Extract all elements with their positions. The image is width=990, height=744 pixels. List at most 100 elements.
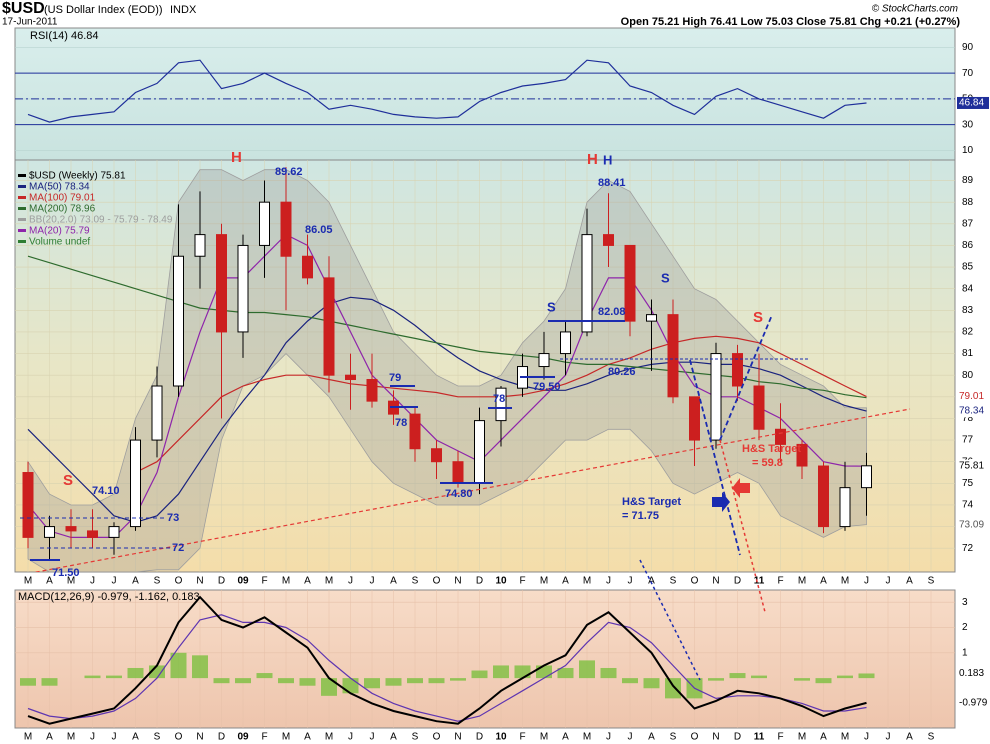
x-tick-label: 11 bbox=[754, 732, 765, 743]
value-tag-box bbox=[957, 696, 989, 709]
legend-entry: BB(20,2.0) 73.09 - 75.79 - 78.49 bbox=[29, 215, 173, 226]
x-tick-label: A bbox=[906, 576, 913, 587]
candle-body bbox=[753, 385, 765, 430]
moving-average bbox=[27, 296, 867, 523]
moving-average bbox=[27, 233, 867, 538]
x-tick-label: J bbox=[886, 732, 891, 743]
candle-body bbox=[194, 234, 206, 257]
x-tick-label: M bbox=[798, 576, 806, 587]
x-tick-label: M bbox=[24, 576, 32, 587]
histogram-bar bbox=[428, 678, 445, 684]
x-tick-label: N bbox=[196, 732, 203, 743]
candle-body bbox=[108, 526, 120, 538]
target-label: H&S Target bbox=[742, 443, 801, 455]
y-tick-label: 72 bbox=[962, 543, 974, 554]
value-tag-box bbox=[957, 96, 989, 109]
candle-body bbox=[603, 234, 614, 246]
x-tick-label: M bbox=[540, 576, 548, 587]
candle-body bbox=[87, 530, 98, 538]
x-tick-label: M bbox=[798, 732, 806, 743]
x-tick-label: J bbox=[886, 576, 891, 587]
x-tick-label: D bbox=[734, 576, 741, 587]
pattern-label: H bbox=[231, 149, 242, 166]
candle-body bbox=[345, 374, 356, 381]
x-tick-label: M bbox=[540, 732, 548, 743]
pattern-label: H bbox=[603, 152, 612, 167]
y-tick-label: 10 bbox=[962, 145, 974, 156]
y-tick-label: 80 bbox=[962, 370, 974, 381]
legend-entry: MA(50) 78.34 bbox=[29, 182, 90, 193]
x-tick-label: A bbox=[46, 732, 53, 743]
y-tick-label: 90 bbox=[962, 42, 974, 53]
moving-average bbox=[27, 255, 867, 399]
x-tick-label: F bbox=[519, 576, 525, 587]
legend-swatch bbox=[18, 185, 26, 188]
candle-body bbox=[216, 234, 227, 333]
rsi-panel bbox=[14, 27, 956, 161]
x-tick-label: S bbox=[154, 732, 161, 743]
histogram-bar bbox=[235, 678, 251, 684]
histogram-bar bbox=[256, 673, 273, 679]
candle-body bbox=[689, 396, 700, 441]
annotations: H H H S S S S 89.62 86.05 88.41 82.08 80… bbox=[52, 149, 801, 579]
x-tick-label: J bbox=[864, 732, 869, 743]
x-tick-label: F bbox=[777, 732, 783, 743]
candle-body bbox=[818, 465, 829, 528]
candle-body bbox=[302, 255, 313, 279]
macd-trendline bbox=[639, 559, 701, 681]
candle-body bbox=[237, 244, 249, 333]
x-tick-label: A bbox=[562, 732, 569, 743]
histogram-bar bbox=[837, 675, 853, 679]
x-tick-label: F bbox=[777, 576, 783, 587]
signal-line bbox=[27, 614, 867, 722]
x-tick-label: M bbox=[325, 732, 333, 743]
x-tick-label: J bbox=[90, 576, 95, 587]
x-tick-label: O bbox=[433, 576, 441, 587]
price-label: 88.41 bbox=[598, 177, 626, 189]
x-tick-label: S bbox=[412, 732, 419, 743]
candle-body bbox=[624, 244, 636, 322]
histogram-bar bbox=[170, 652, 187, 679]
histogram-bar bbox=[41, 678, 58, 686]
x-tick-label: J bbox=[606, 576, 611, 587]
candle-body bbox=[409, 413, 421, 450]
candle-body bbox=[495, 387, 507, 422]
candle-body bbox=[646, 314, 657, 322]
price-label: 82.08 bbox=[598, 306, 626, 318]
exchange: INDX bbox=[170, 4, 197, 16]
x-tick-label: A bbox=[46, 576, 53, 587]
histogram-bar bbox=[579, 660, 595, 679]
x-tick-label: S bbox=[154, 576, 161, 587]
histogram-bar bbox=[643, 678, 660, 689]
price-label: 80.26 bbox=[608, 366, 636, 378]
x-tick-label: J bbox=[90, 732, 95, 743]
x-tick-label: A bbox=[304, 732, 311, 743]
value-tag: 78.34 bbox=[959, 406, 984, 417]
candle-body bbox=[366, 379, 378, 402]
x-tick-label: 09 bbox=[237, 732, 249, 743]
y-tick-label: 30 bbox=[962, 119, 974, 130]
value-tag: 0.183 bbox=[959, 668, 984, 679]
price-label: 78 bbox=[395, 417, 407, 429]
symbol: $USD bbox=[2, 0, 45, 17]
x-tick-label: M bbox=[24, 732, 32, 743]
x-tick-label: A bbox=[820, 576, 827, 587]
x-tick-label: A bbox=[390, 576, 397, 587]
x-tick-label: A bbox=[132, 576, 139, 587]
histogram-bar bbox=[858, 673, 875, 679]
candle-body bbox=[151, 385, 163, 441]
x-tick-label: D bbox=[476, 732, 483, 743]
histogram-bar bbox=[708, 678, 724, 681]
target-label: = 59.8 bbox=[752, 457, 783, 469]
price-label: 79 bbox=[389, 372, 401, 384]
x-tick-label: J bbox=[606, 732, 611, 743]
x-tick-label: O bbox=[175, 576, 183, 587]
x-tick-label: M bbox=[67, 732, 75, 743]
x-tick-label: F bbox=[261, 732, 267, 743]
price-label: 73 bbox=[167, 512, 179, 524]
candle-body bbox=[538, 353, 550, 368]
x-tick-label: D bbox=[476, 576, 483, 587]
x-tick-label: J bbox=[864, 576, 869, 587]
candle-body bbox=[431, 448, 442, 463]
